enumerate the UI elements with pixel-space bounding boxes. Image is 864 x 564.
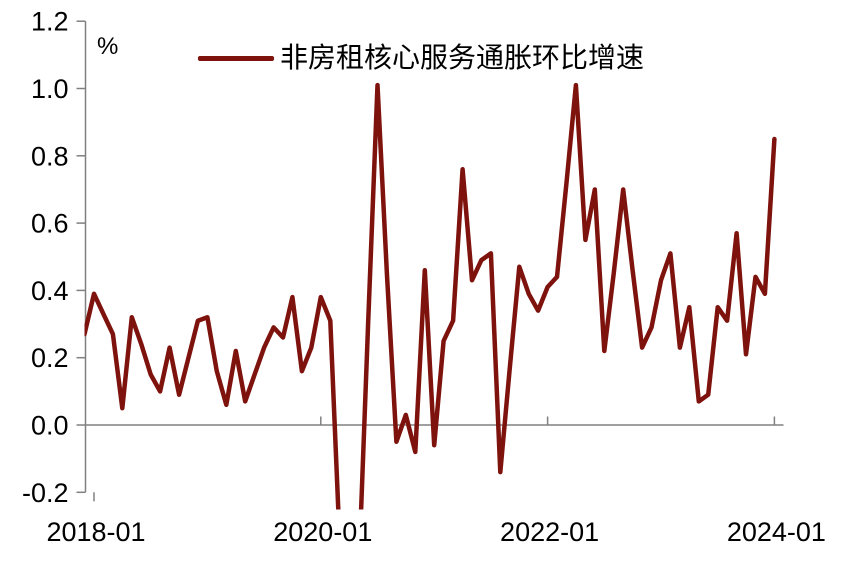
series-line: [84, 82, 777, 510]
y-tick-label: 1.2: [31, 7, 69, 37]
x-tick-label: 2022-01: [500, 517, 599, 547]
y-tick-label: 0.8: [31, 141, 69, 171]
x-tick-label: 2020-01: [273, 517, 372, 547]
legend-line-sample: [198, 55, 274, 61]
y-tick-label: 0.4: [31, 276, 69, 306]
x-tick-label: 2018-01: [46, 517, 145, 547]
y-tick-label: 0.0: [31, 411, 69, 441]
x-tick-label: 2024-01: [727, 517, 826, 547]
legend: 非房租核心服务通胀环比增速: [198, 43, 644, 73]
y-tick-label: 1.0: [31, 74, 69, 104]
y-tick-label: 0.6: [31, 209, 69, 239]
y-axis-unit-label: %: [97, 33, 119, 60]
legend-label: 非房租核心服务通胀环比增速: [280, 42, 645, 73]
y-tick-label: 0.2: [31, 343, 69, 373]
y-tick-label: -0.2: [22, 478, 69, 508]
